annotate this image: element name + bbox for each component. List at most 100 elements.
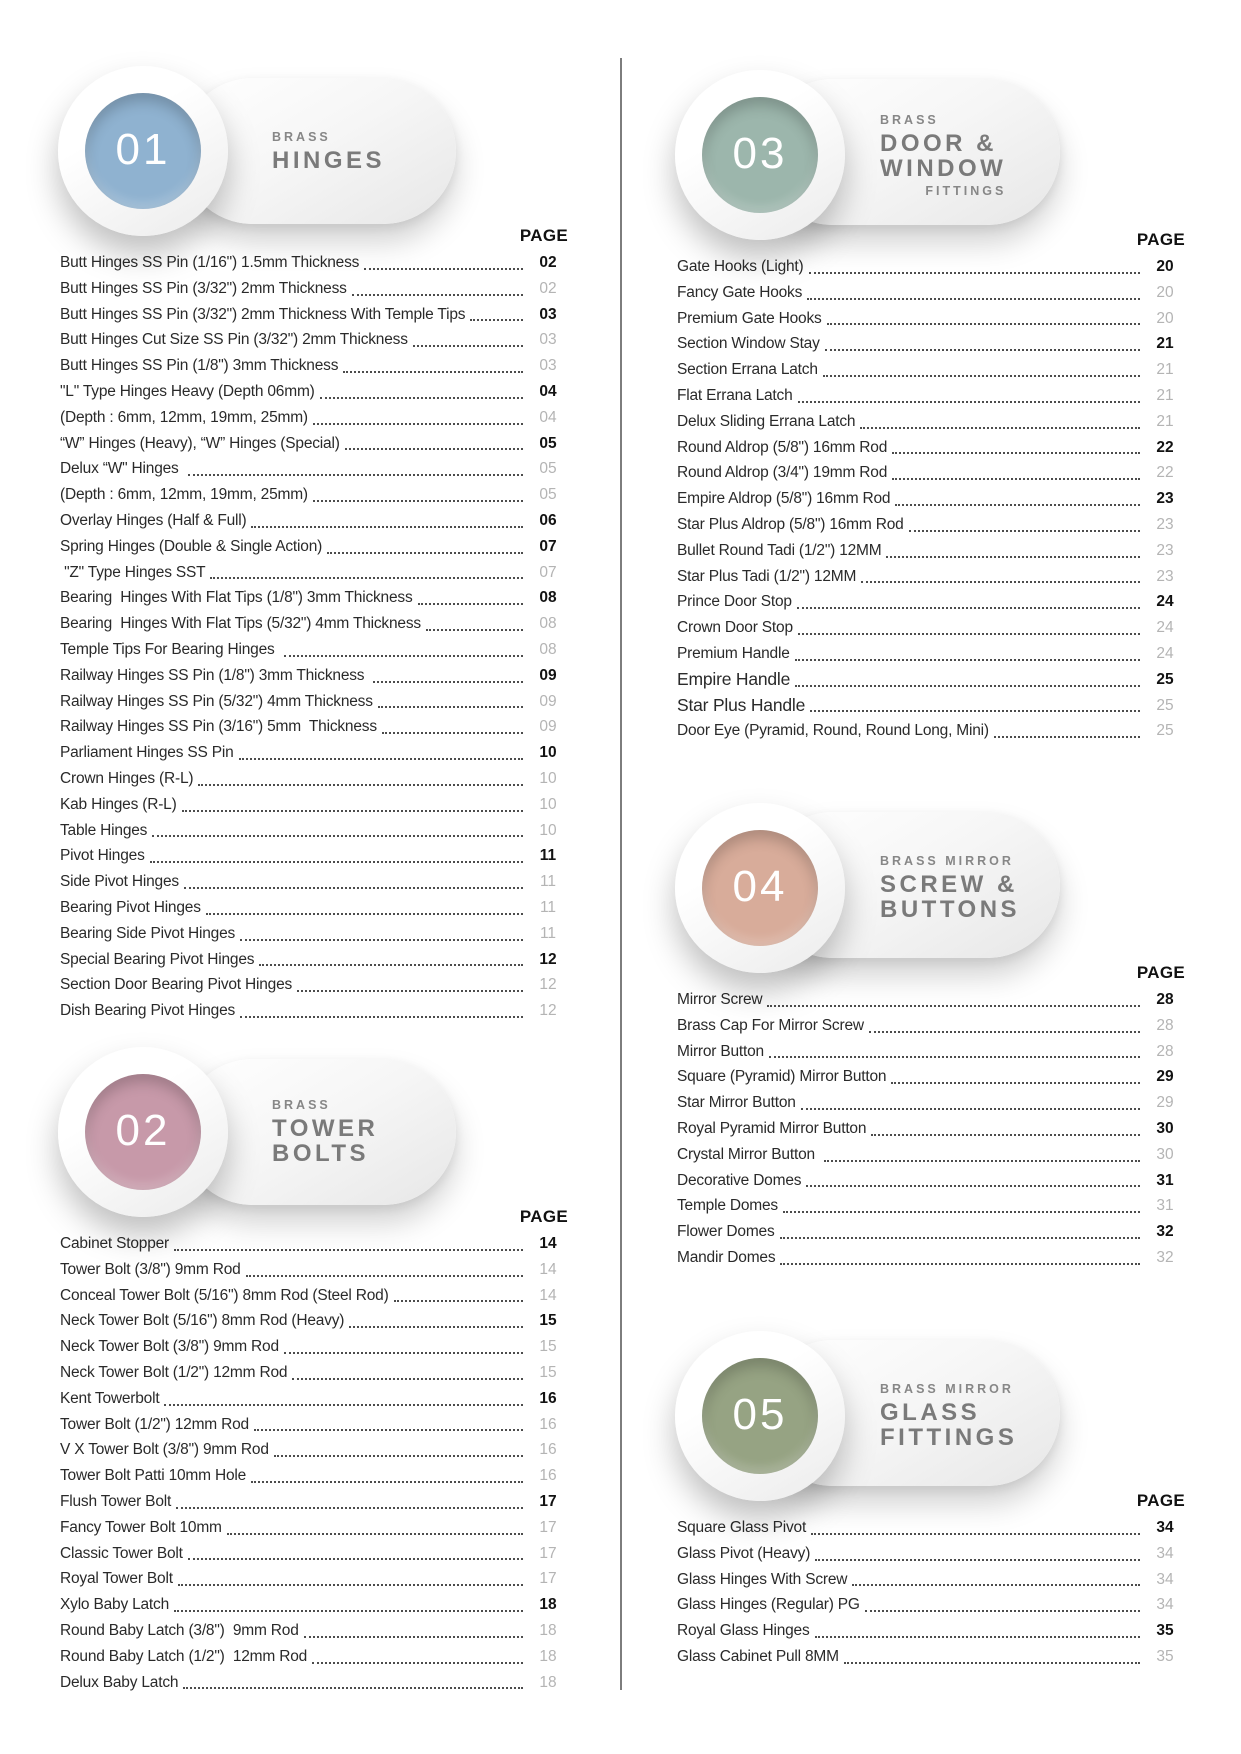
toc-row: Round Aldrop (5/8") 16mm Rod 22 (677, 435, 1185, 461)
dotted-leader (210, 577, 523, 580)
dotted-leader (303, 1635, 523, 1638)
section-title-line: DOOR & (880, 129, 997, 157)
section-number-ring: 05 (675, 1331, 845, 1501)
toc-row: Star Mirror Button 29 (677, 1090, 1185, 1116)
toc-row: Decorative Domes 31 (677, 1168, 1185, 1194)
toc-item-label: Neck Tower Bolt (5/16") 8mm Rod (Heavy) (60, 1312, 345, 1330)
section-number-ring: 03 (675, 70, 845, 240)
toc-item-page-number: 05 (539, 460, 557, 478)
dotted-leader (807, 297, 1140, 300)
toc-item-page-number: 25 (1156, 696, 1174, 714)
toc-row: Crystal Mirror Button 30 (677, 1142, 1185, 1168)
dotted-leader (843, 1661, 1140, 1664)
dotted-leader (327, 551, 523, 554)
dotted-leader (351, 293, 523, 296)
toc-item-label: Brass Cap For Mirror Screw (677, 1016, 864, 1034)
toc-item-label: Delux “W" Hinges (60, 460, 183, 478)
toc-item-label: Crown Hinges (R-L) (60, 769, 194, 787)
section-header: 02 BRASS TOWER BOLTS (58, 1047, 568, 1217)
toc-item-label: "L" Type Hinges Heavy (Depth 06mm) (60, 382, 315, 400)
section-number-circle: 03 (702, 97, 818, 213)
toc-item-label: Star Plus Aldrop (5/8") 16mm Rod (677, 515, 904, 533)
dotted-leader (183, 886, 523, 889)
toc-row: Glass Pivot (Heavy) 34 (677, 1541, 1185, 1567)
toc-row: Pivot Hinges 11 (60, 843, 568, 869)
toc-item-page-number: 16 (539, 1415, 557, 1433)
section-eyebrow: BRASS (272, 1098, 331, 1112)
toc-item-label: Delux Baby Latch (60, 1673, 179, 1691)
toc-item-page-number: 34 (1156, 1596, 1174, 1614)
section-number: 01 (115, 125, 171, 174)
dotted-leader (808, 271, 1140, 274)
dotted-leader (240, 1015, 523, 1018)
section-title-line: WINDOW (880, 154, 1007, 182)
toc-item-page-number: 30 (1156, 1119, 1174, 1137)
toc-item-label: Gate Hooks (Light) (677, 258, 804, 275)
toc-item-page-number: 10 (539, 821, 557, 839)
toc-row: Special Bearing Pivot Hinges 12 (60, 947, 568, 973)
toc-item-page-number: 08 (539, 589, 557, 607)
toc-item-page-number: 16 (539, 1467, 557, 1485)
toc-row: Butt Hinges SS Pin (1/16") 1.5mm Thickne… (60, 250, 568, 276)
toc-row: Flat Errana Latch 21 (677, 383, 1185, 409)
page-column-header: PAGE (1136, 963, 1185, 982)
toc-row: Royal Pyramid Mirror Button 30 (677, 1116, 1185, 1142)
toc-item-page-number: 10 (539, 744, 557, 762)
dotted-leader (251, 525, 523, 528)
toc-item-label: Mirror Button (677, 1042, 764, 1060)
toc-item-label: Royal Pyramid Mirror Button (677, 1119, 867, 1137)
section-title-lines: HINGES (272, 148, 385, 173)
dotted-leader (152, 835, 523, 838)
toc-item-label: Kent Towerbolt (60, 1389, 160, 1407)
toc-item-page-number: 07 (539, 563, 557, 581)
toc-row: Temple Domes 31 (677, 1193, 1185, 1219)
toc-row: "Z" Type Hinges SST 07 (60, 560, 568, 586)
dotted-leader (381, 732, 523, 735)
dotted-leader (822, 374, 1140, 377)
toc-row: Butt Hinges SS Pin (3/32") 2mm Thickness… (60, 276, 568, 302)
toc-item-label: Premium Handle (677, 644, 790, 662)
toc-item-label: Mirror Screw (677, 991, 763, 1008)
toc-item-page-number: 25 (1156, 722, 1174, 740)
toc-row: V X Tower Bolt (3/8") 9mm Rod 16 (60, 1437, 568, 1463)
toc-item-label: "Z" Type Hinges SST (60, 563, 206, 581)
toc-row: Neck Tower Bolt (3/8") 9mm Rod 15 (60, 1334, 568, 1360)
dotted-leader (373, 680, 523, 683)
toc-row: Brass Cap For Mirror Screw 28 (677, 1013, 1185, 1039)
toc-item-label: Section Window Stay (677, 335, 820, 353)
section-title-line: HINGES (272, 146, 386, 174)
dotted-leader (824, 349, 1140, 352)
dotted-leader (240, 938, 523, 941)
dotted-leader (176, 1506, 523, 1509)
dotted-leader (797, 632, 1140, 635)
dotted-leader (892, 452, 1140, 455)
section-05: 05 BRASS MIRROR GLASS FITTINGS PAGE Squar… (675, 1331, 1185, 1670)
toc-item-label: Butt Hinges SS Pin (1/16") 1.5mm Thickne… (60, 254, 360, 271)
dotted-leader (826, 323, 1140, 326)
toc-item-label: Bearing Hinges With Flat Tips (5/32") 4m… (60, 615, 421, 633)
toc-item-page-number: 29 (1156, 1094, 1174, 1112)
section-title-lines: TOWER BOLTS (272, 1116, 378, 1166)
toc-item-page-number: 14 (539, 1235, 557, 1252)
toc-item-label: Empire Handle (677, 668, 791, 689)
dotted-leader (319, 396, 523, 399)
toc-item-page-number: 18 (539, 1621, 557, 1639)
toc-item-label: Xylo Baby Latch (60, 1596, 170, 1614)
toc-row: Spring Hinges (Double & Single Action) 0… (60, 534, 568, 560)
section-number-circle: 01 (85, 93, 201, 209)
dotted-leader (871, 1133, 1140, 1136)
toc-row: Royal Tower Bolt 17 (60, 1566, 568, 1592)
toc-row: Bearing Hinges With Flat Tips (1/8") 3mm… (60, 585, 568, 611)
page-column-header: PAGE (519, 226, 568, 245)
toc-item-label: Door Eye (Pyramid, Round, Round Long, Mi… (677, 722, 989, 740)
dotted-leader (800, 1107, 1140, 1110)
dotted-leader (273, 1455, 523, 1458)
toc-item-label: Square Glass Pivot (677, 1519, 807, 1536)
toc-item-label: Flower Domes (677, 1223, 775, 1241)
toc-row: Bearing Pivot Hinges 11 (60, 895, 568, 921)
toc-row: Neck Tower Bolt (1/2") 12mm Rod 15 (60, 1360, 568, 1386)
toc-item-page-number: 32 (1156, 1223, 1174, 1241)
toc-item-page-number: 03 (539, 305, 557, 323)
dotted-leader (343, 370, 523, 373)
dotted-leader (993, 736, 1140, 739)
